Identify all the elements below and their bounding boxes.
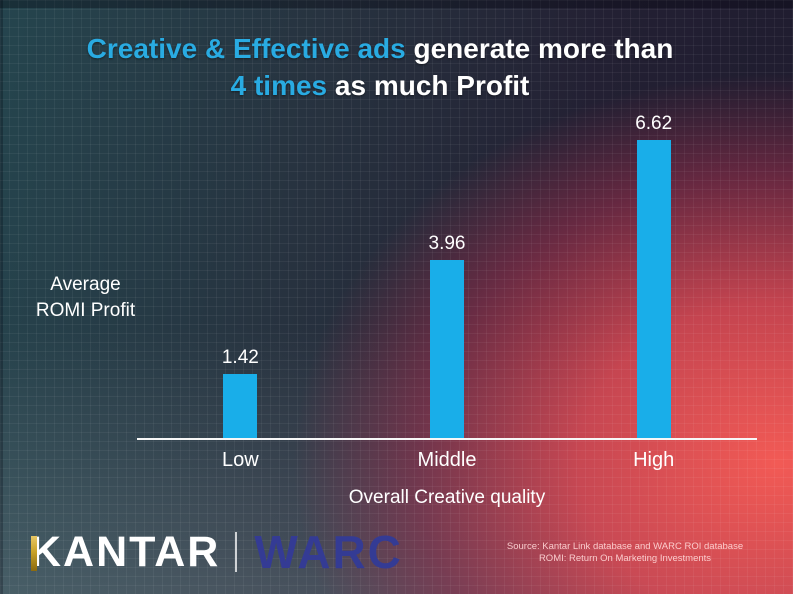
bar-column: 3.96 bbox=[344, 233, 551, 438]
bar-column: 6.62 bbox=[550, 113, 757, 438]
y-axis-label-line1: Average bbox=[50, 274, 121, 295]
bar bbox=[430, 260, 464, 438]
logo-divider bbox=[235, 532, 238, 572]
source-line2: ROMI: Return On Marketing Investments bbox=[538, 553, 712, 564]
top-edge-shade bbox=[0, 0, 793, 8]
logo-bar: KANTAR WARC bbox=[30, 526, 403, 578]
x-axis-label: Overall Creative quality bbox=[348, 487, 546, 508]
kantar-gold-bar-icon bbox=[31, 536, 37, 571]
source-note: Source: Kantar Link database and WARC RO… bbox=[480, 541, 770, 565]
category-label: Low bbox=[221, 449, 259, 471]
bar-value-label: 6.62 bbox=[635, 113, 673, 134]
bar bbox=[223, 374, 258, 438]
category-row: Low Middle High bbox=[137, 449, 757, 472]
title-line2-rest: as much Profit bbox=[327, 70, 530, 101]
title-line-2: 4 times as much Profit bbox=[0, 67, 760, 104]
y-axis-label: Average ROMI Profit bbox=[8, 272, 163, 324]
title-line1-rest: generate more than bbox=[405, 33, 674, 64]
category-label: Middle bbox=[417, 449, 477, 471]
source-line1: Source: Kantar Link database and WARC RO… bbox=[506, 541, 744, 552]
title-line2-highlight: 4 times bbox=[230, 70, 328, 101]
y-axis-label-line2: ROMI Profit bbox=[35, 300, 136, 321]
chart-title: Creative & Effective ads generate more t… bbox=[0, 30, 760, 104]
plot-columns: 1.42 3.96 6.62 bbox=[137, 97, 757, 440]
bar-value-label: 1.42 bbox=[221, 347, 259, 368]
warc-logo: WARC bbox=[254, 526, 403, 578]
category-label: High bbox=[633, 449, 675, 471]
kantar-logo-text: KANTAR bbox=[30, 528, 221, 576]
bar-column: 1.42 bbox=[137, 347, 344, 438]
kantar-logo: KANTAR bbox=[30, 526, 220, 578]
left-edge-shade bbox=[0, 0, 3, 594]
title-line1-highlight: Creative & Effective ads bbox=[86, 33, 406, 64]
title-line-1: Creative & Effective ads generate more t… bbox=[0, 30, 760, 67]
bar bbox=[636, 140, 671, 438]
bar-value-label: 3.96 bbox=[428, 233, 466, 254]
